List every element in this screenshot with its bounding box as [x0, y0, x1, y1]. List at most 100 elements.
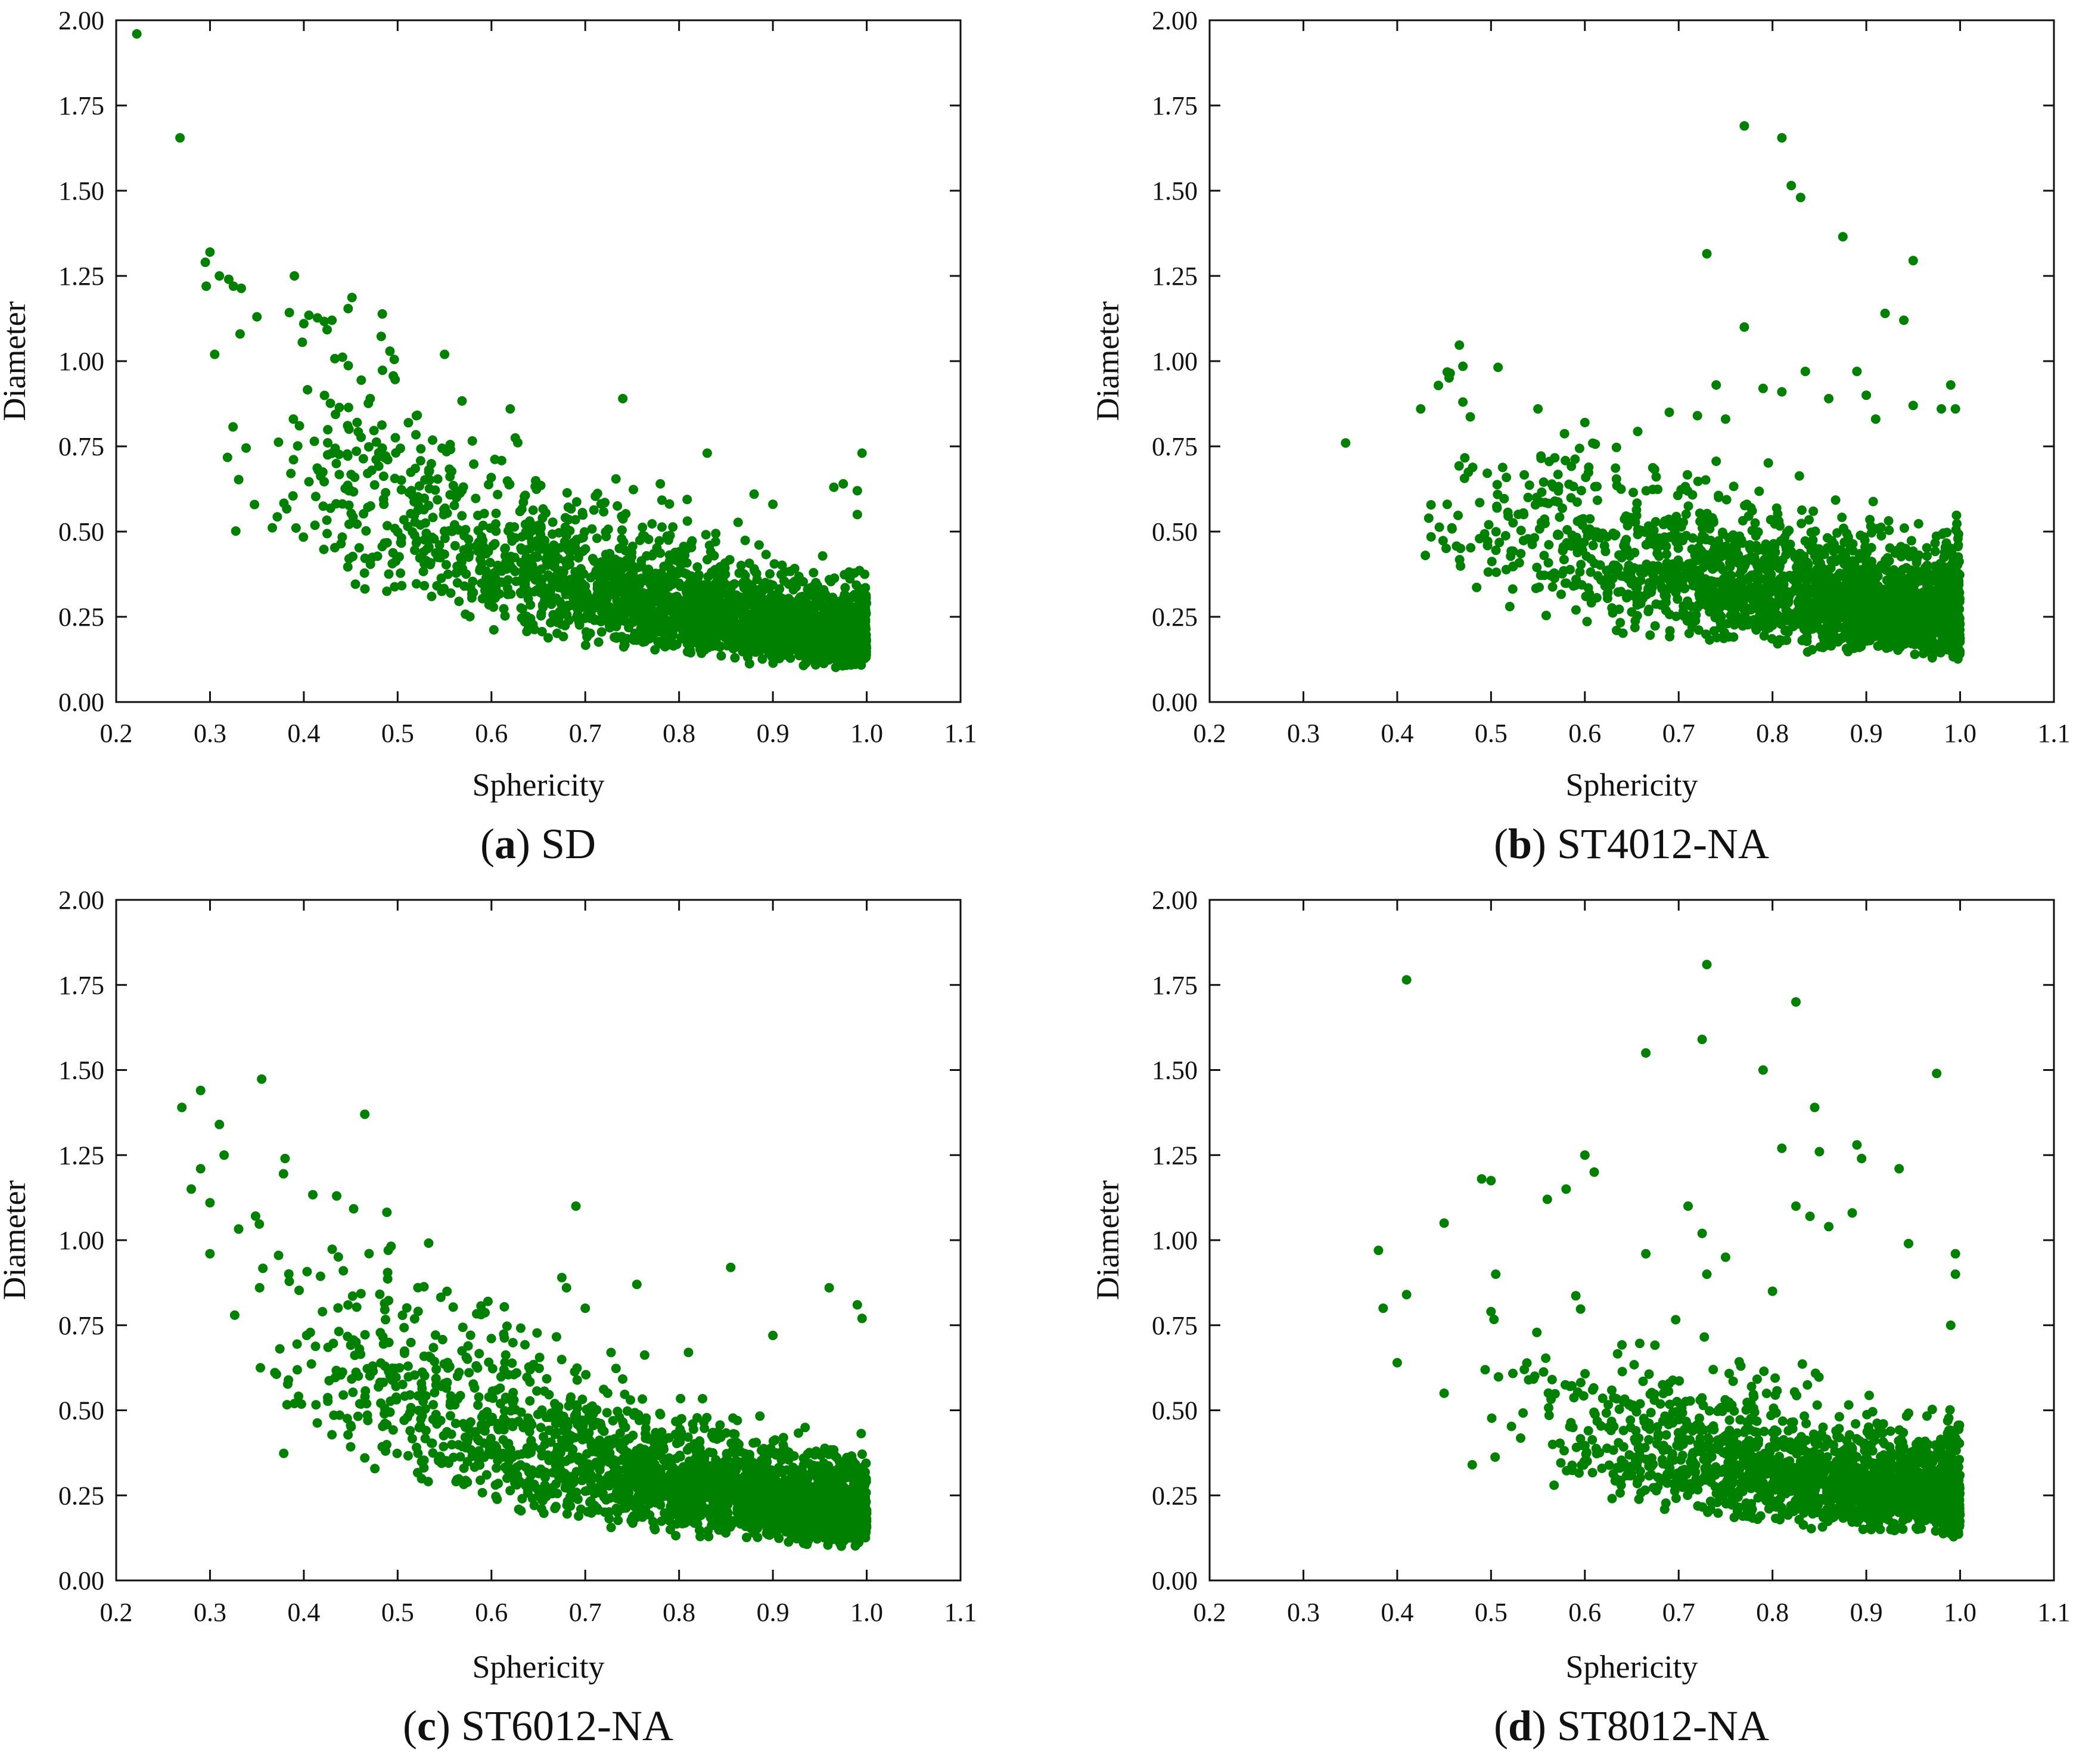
scatter-point [299, 319, 309, 329]
scatter-point [548, 529, 557, 539]
scatter-point [1802, 647, 1813, 657]
scatter-point [1661, 591, 1671, 601]
scatter-point [592, 583, 602, 594]
scatter-point [785, 640, 795, 650]
scatter-point [288, 414, 299, 424]
x-axis-title: Sphericity [473, 767, 605, 803]
scatter-point [376, 331, 386, 341]
scatter-point [1555, 512, 1565, 522]
scatter-point [390, 582, 400, 592]
scatter-point [601, 573, 611, 582]
scatter-point [1683, 501, 1693, 511]
scatter-point [1766, 597, 1776, 607]
scatter-point [841, 628, 850, 638]
scatter-point [1568, 482, 1578, 492]
scatter-point [649, 597, 660, 607]
scatter-point [1630, 623, 1640, 632]
scatter-point [517, 613, 527, 623]
scatter-point [861, 609, 871, 619]
scatter-point [454, 525, 464, 535]
scatter-point [356, 432, 366, 442]
scatter-point [1837, 513, 1847, 523]
scatter-point [343, 451, 353, 461]
scatter-point [853, 639, 863, 650]
scatter-point [334, 470, 344, 480]
scatter-point [369, 426, 379, 436]
scatter-point [562, 561, 572, 571]
scatter-point [1830, 557, 1841, 567]
scatter-point [456, 557, 467, 567]
scatter-point [420, 475, 430, 485]
scatter-point [200, 257, 210, 268]
scatter-point [410, 545, 419, 555]
scatter-point [1899, 523, 1909, 533]
scatter-point [1472, 582, 1482, 592]
caption-open-paren: ( [480, 820, 495, 868]
scatter-point [720, 563, 730, 573]
scatter-point [446, 588, 456, 598]
scatter-point [1937, 633, 1947, 643]
scatter-point [1908, 638, 1918, 648]
scatter-point [330, 353, 340, 364]
scatter-point [644, 615, 654, 625]
scatter-point [374, 461, 384, 471]
scatter-point [343, 303, 353, 313]
scatter-point [228, 281, 238, 291]
scatter-point [428, 435, 437, 445]
y-tick-label: 1.00 [58, 347, 104, 376]
scatter-point [767, 626, 777, 636]
scatter-point [1559, 555, 1569, 564]
scatter-point [1774, 635, 1785, 645]
scatter-point [781, 608, 791, 618]
scatter-point [1508, 584, 1518, 594]
scatter-point [464, 542, 474, 552]
scatter-point [236, 283, 246, 293]
scatter-point [757, 654, 767, 664]
scatter-point [745, 635, 756, 645]
scatter-point [860, 631, 870, 641]
scatter-point [716, 651, 726, 661]
scatter-point [1539, 551, 1549, 561]
scatter-point [1567, 461, 1577, 471]
scatter-point [679, 568, 689, 578]
scatter-point [819, 585, 829, 595]
scatter-point [629, 485, 638, 495]
scatter-point [461, 524, 471, 535]
scatter-point [767, 637, 778, 647]
scatter-point [1534, 524, 1544, 534]
scatter-point [1919, 575, 1929, 585]
scatter-point [427, 591, 437, 601]
scatter-point [382, 586, 392, 597]
scatter-point [1773, 509, 1783, 519]
scatter-point [1738, 561, 1748, 572]
scatter-point [1935, 565, 1945, 574]
scatter-point [496, 577, 506, 587]
scatter-point [1689, 614, 1699, 623]
scatter-point [350, 579, 360, 589]
scatter-point [322, 325, 332, 335]
scatter-point [1650, 621, 1660, 631]
scatter-point [365, 501, 375, 511]
scatter-point [1575, 515, 1586, 525]
scatter-point [557, 600, 566, 610]
scatter-point [348, 512, 358, 522]
scatter-point [359, 568, 369, 578]
scatter-point [252, 312, 262, 322]
scatter-point [548, 517, 558, 527]
scatter-point [1786, 546, 1797, 557]
scatter-point [297, 337, 307, 347]
scatter-point [663, 535, 673, 545]
scatter-point [1541, 610, 1551, 620]
scatter-point [250, 499, 260, 510]
scatter-point [798, 577, 808, 587]
scatter-point [657, 522, 667, 532]
scatter-point [367, 465, 377, 476]
scatter-point [824, 574, 834, 585]
scatter-point [702, 555, 712, 565]
scatter-point [567, 539, 577, 549]
scatter-point [1562, 525, 1572, 535]
scatter-point [313, 465, 324, 476]
scatter-point [1692, 602, 1702, 612]
y-tick-label: 0.75 [58, 432, 104, 461]
scatter-point [528, 505, 538, 515]
